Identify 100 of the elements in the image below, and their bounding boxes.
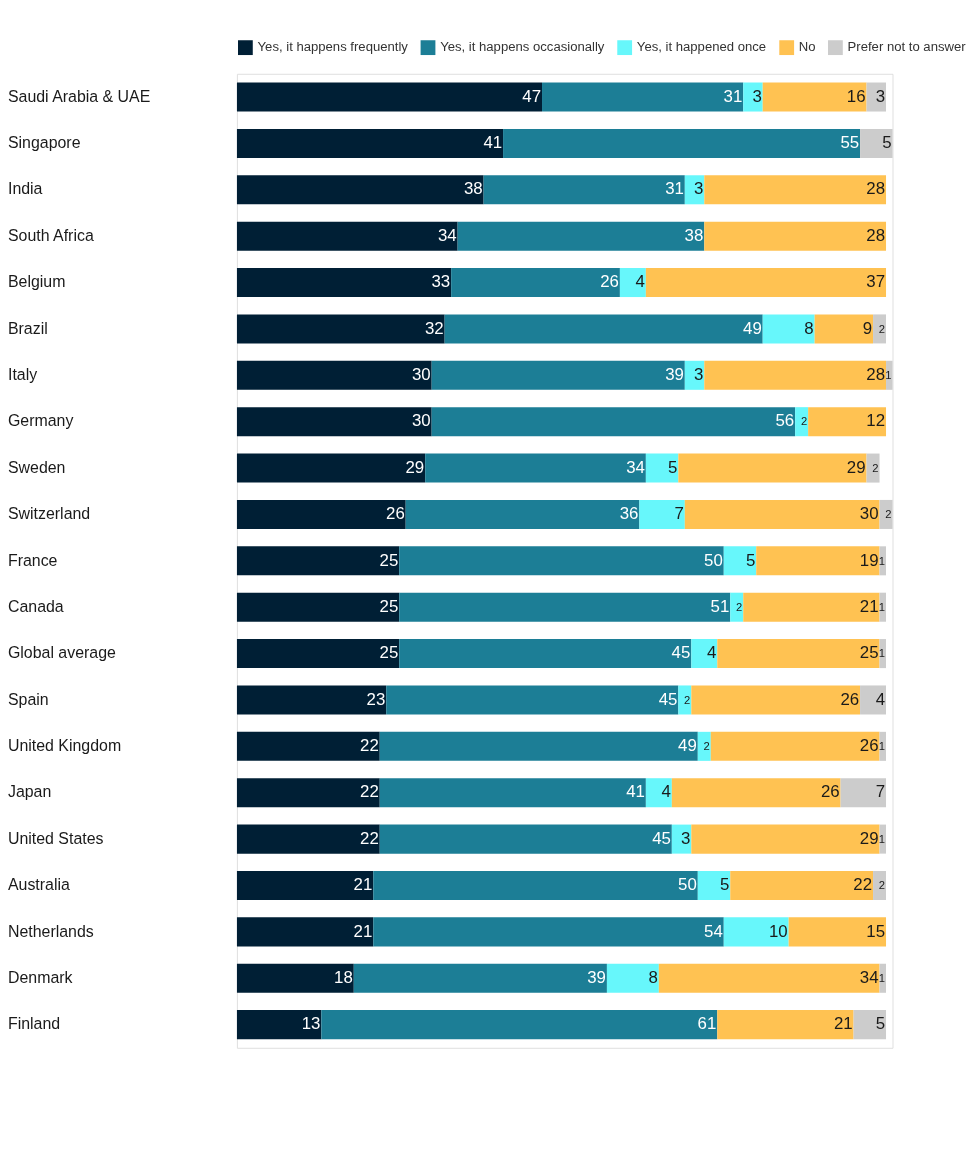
data-label: 39 xyxy=(665,364,684,384)
y-tick-label: United States xyxy=(7,829,104,847)
bar xyxy=(425,453,646,483)
data-label: 39 xyxy=(587,967,606,987)
data-label: 49 xyxy=(743,318,762,338)
data-label: 61 xyxy=(697,1014,717,1034)
bar xyxy=(808,407,887,437)
data-label: 26 xyxy=(859,736,879,756)
legend-label: No xyxy=(798,39,816,55)
bar xyxy=(691,824,880,854)
data-label: 41 xyxy=(483,133,503,153)
bar xyxy=(386,685,679,715)
bar xyxy=(762,82,867,112)
data-label: 47 xyxy=(522,86,542,106)
bar xyxy=(684,499,880,529)
data-label: 3 xyxy=(693,179,704,199)
data-label: 29 xyxy=(859,828,879,848)
bar xyxy=(795,407,809,437)
bar xyxy=(639,499,685,529)
data-label: 15 xyxy=(866,921,886,941)
bar xyxy=(236,824,380,854)
bar xyxy=(710,731,880,761)
data-label: 28 xyxy=(866,364,886,384)
data-label: 21 xyxy=(859,596,879,616)
legend-label: Prefer not to answer xyxy=(847,39,967,55)
bar xyxy=(678,453,867,483)
bar xyxy=(704,175,887,205)
data-label: 5 xyxy=(668,457,678,477)
bar xyxy=(236,499,406,529)
y-tick-label: Australia xyxy=(7,876,70,894)
data-label: 3 xyxy=(875,86,886,106)
legend-label: Yes, it happens frequently xyxy=(257,39,409,55)
bar xyxy=(704,221,887,251)
y-tick-label: Sweden xyxy=(7,458,66,476)
bar xyxy=(379,824,672,854)
bar xyxy=(236,82,543,112)
bar xyxy=(444,314,763,344)
y-tick-label: Switzerland xyxy=(7,505,91,523)
data-label: 7 xyxy=(674,504,684,524)
data-label: 34 xyxy=(437,225,457,245)
bar xyxy=(788,917,887,947)
bar xyxy=(483,175,685,205)
data-label: 7 xyxy=(875,782,886,802)
data-label: 1 xyxy=(878,554,886,567)
data-label: 29 xyxy=(846,457,866,477)
data-label: 1 xyxy=(878,647,886,660)
bar xyxy=(321,1010,718,1040)
bar xyxy=(873,314,887,344)
bar xyxy=(879,499,893,529)
bar xyxy=(405,499,640,529)
data-label: 2 xyxy=(703,740,710,753)
data-label: 1 xyxy=(878,832,886,845)
bar xyxy=(743,82,763,112)
data-label: 45 xyxy=(652,828,671,848)
bar xyxy=(691,639,718,669)
bar xyxy=(236,221,458,251)
bar xyxy=(236,268,452,298)
data-label: 8 xyxy=(804,318,814,338)
y-tick-label: Global average xyxy=(7,644,116,662)
bar xyxy=(723,917,789,947)
data-label: 25 xyxy=(859,643,879,663)
data-label: 5 xyxy=(719,875,730,895)
y-tick-label: Italy xyxy=(7,365,38,383)
bar xyxy=(431,407,796,437)
data-label: 38 xyxy=(684,225,704,245)
data-label: 2 xyxy=(885,508,892,521)
bar xyxy=(658,963,880,993)
data-label: 2 xyxy=(878,879,886,892)
bar xyxy=(236,731,380,761)
bar xyxy=(678,685,692,715)
y-tick-label: South Africa xyxy=(7,226,94,244)
data-label: 26 xyxy=(600,272,619,292)
bar xyxy=(840,778,887,808)
y-tick-label: Singapore xyxy=(7,134,81,152)
data-label: 34 xyxy=(859,967,879,987)
data-label: 4 xyxy=(706,643,717,663)
data-label: 22 xyxy=(360,828,379,848)
bar xyxy=(814,314,874,344)
bar xyxy=(730,870,874,901)
data-label: 10 xyxy=(768,921,788,941)
y-tick-label: Canada xyxy=(7,597,64,615)
bar xyxy=(723,546,757,576)
data-label: 22 xyxy=(853,875,873,895)
bar xyxy=(542,82,744,112)
bar xyxy=(236,917,374,947)
data-label: 30 xyxy=(859,504,879,524)
data-label: 2 xyxy=(736,600,743,613)
data-label: 26 xyxy=(386,504,405,524)
data-label: 3 xyxy=(693,364,704,384)
data-label: 28 xyxy=(866,179,886,199)
data-label: 22 xyxy=(360,782,379,802)
data-label: 25 xyxy=(379,596,399,616)
y-tick-label: Finland xyxy=(7,1015,61,1033)
data-label: 26 xyxy=(820,782,840,802)
bar xyxy=(236,963,354,993)
data-label: 37 xyxy=(866,272,886,292)
bar xyxy=(619,268,646,298)
bar xyxy=(717,639,880,669)
bar xyxy=(762,314,815,344)
bar xyxy=(606,963,659,993)
